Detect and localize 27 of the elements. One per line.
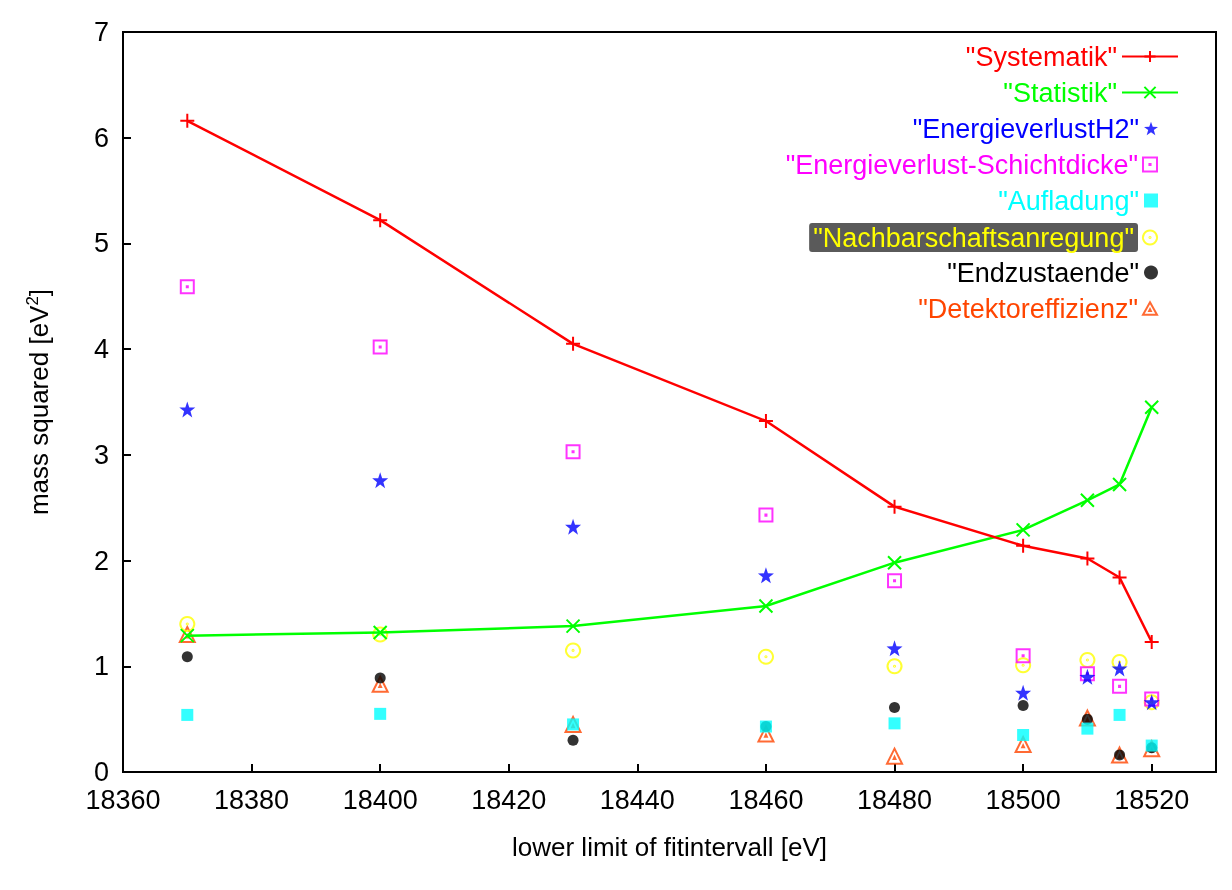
y-tick-label: 7 [93,17,109,47]
x-tick-label: 18380 [214,784,290,815]
legend-label: "Statistik" [1003,77,1117,108]
x-axis-title: lower limit of fitintervall [eV] [512,832,827,862]
legend-label: "Aufladung" [998,185,1139,216]
y-tick-label: 6 [93,122,109,153]
x-tick-label: 18460 [728,784,804,815]
legend-label: "Endzustaende" [947,257,1139,288]
legend-label: "Energieverlust-Schichtdicke" [785,149,1138,180]
x-tick-label: 18480 [856,784,933,815]
y-tick-label: 1 [93,651,109,682]
x-tick-label: 18500 [985,784,1061,815]
x-tick-label: 18360 [85,784,161,815]
x-tick-label: 18520 [1114,784,1190,815]
y-tick-label: 2 [93,545,109,576]
x-tick-label: 18400 [342,784,418,815]
legend-label: "Nachbarschaftsanregung" [813,222,1134,253]
y-tick-label: 5 [93,228,109,259]
y-tick-label: 0 [93,757,109,787]
y-axis-title: mass squared [eV2] [23,288,54,516]
legend-label: "EnergieverlustH2" [912,113,1139,144]
legend-label: "Systematik" [965,41,1117,72]
x-tick-label: 18420 [471,784,547,815]
x-tick-label: 18440 [599,784,675,815]
legend-label: "Detektoreffizienz" [918,293,1138,324]
y-tick-label: 3 [93,439,109,470]
y-tick-label: 4 [93,334,109,365]
